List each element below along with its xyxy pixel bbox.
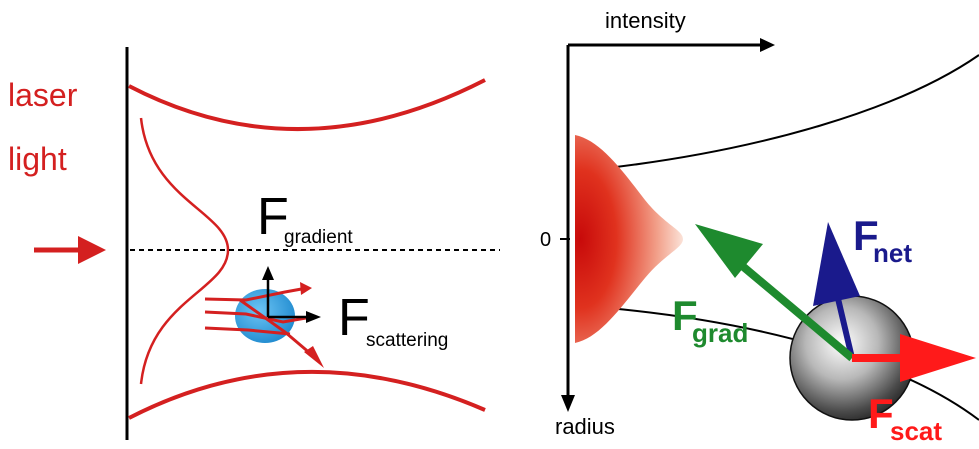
beam-upper-edge bbox=[128, 78, 486, 131]
f-scat-main: F bbox=[868, 390, 894, 437]
particle-force-arrows bbox=[262, 266, 321, 323]
radius-axis-label: radius bbox=[555, 414, 615, 439]
gaussian-intensity-profile bbox=[575, 135, 683, 343]
intensity-axis-arrowhead bbox=[760, 38, 775, 52]
right-panel: intensity radius 0 F net F grad bbox=[540, 8, 979, 446]
laser-label-line2: light bbox=[8, 141, 67, 177]
f-gradient-sub: gradient bbox=[284, 227, 353, 248]
f-scattering-main: F bbox=[338, 289, 370, 347]
f-gradient-main: F bbox=[257, 188, 289, 246]
f-net-main: F bbox=[853, 212, 879, 259]
f-net-sub: net bbox=[873, 238, 912, 268]
laser-label-line1: laser bbox=[8, 77, 78, 113]
f-net-arrow bbox=[813, 222, 860, 359]
intensity-profile-curve bbox=[139, 117, 230, 385]
f-scat-arrow bbox=[852, 334, 976, 382]
beam-upper-edge-right bbox=[607, 54, 979, 169]
f-grad-arrow bbox=[695, 224, 855, 362]
scattered-rays bbox=[204, 282, 324, 368]
beam-lower-edge bbox=[128, 370, 486, 420]
f-grad-sub: grad bbox=[692, 318, 748, 348]
f-grad-main: F bbox=[672, 292, 698, 339]
left-panel: laser light F gradient bbox=[8, 47, 500, 440]
f-scat-sub: scat bbox=[890, 416, 942, 446]
f-scattering-sub: scattering bbox=[366, 330, 448, 351]
intensity-axis-label: intensity bbox=[605, 8, 686, 33]
incoming-laser-arrow bbox=[34, 236, 106, 264]
radius-axis-arrowhead bbox=[561, 395, 575, 412]
zero-tick-label: 0 bbox=[540, 229, 551, 251]
